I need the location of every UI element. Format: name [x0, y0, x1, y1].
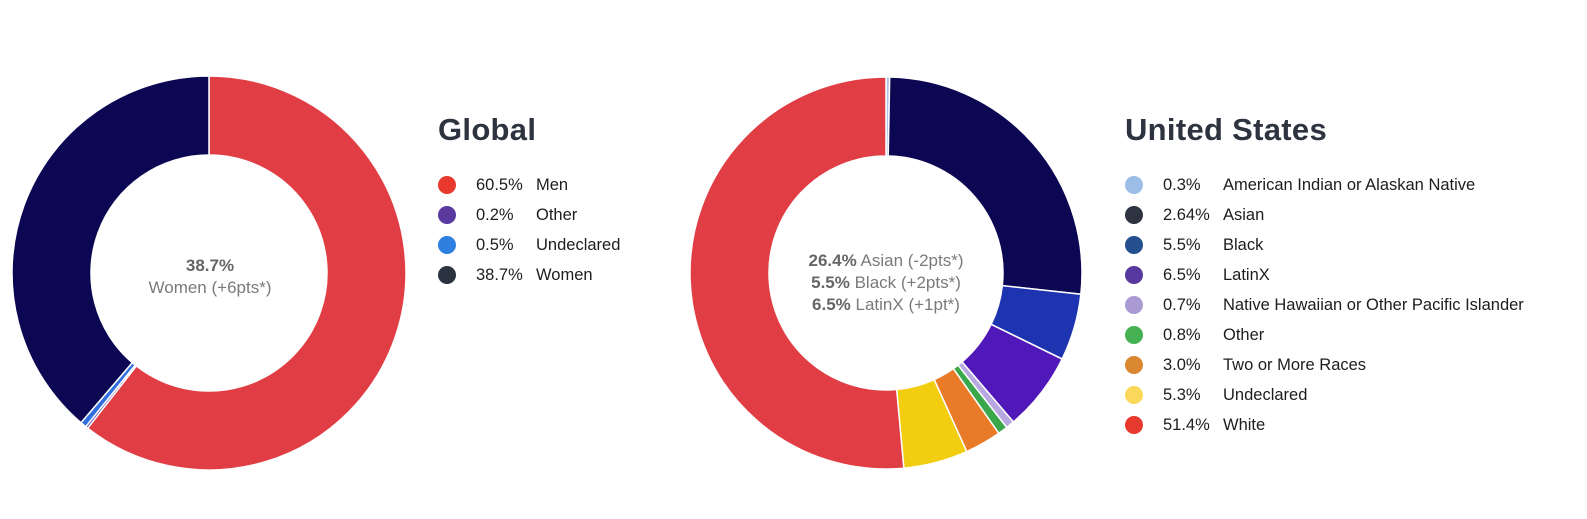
- legend-item: 38.7% Women: [438, 266, 698, 296]
- legend-label: Undeclared: [1223, 386, 1308, 404]
- legend-swatch: [438, 206, 456, 224]
- donut-slice-white: [689, 76, 905, 470]
- legend-item: 5.5% Black: [1125, 236, 1575, 266]
- legend-label: Black: [1223, 236, 1264, 254]
- legend-label: Asian: [1223, 206, 1265, 224]
- legend-swatch: [1125, 206, 1143, 224]
- donut-slice-women: [11, 75, 210, 424]
- us-legend-panel: United States 0.3% American Indian or Ala…: [1125, 112, 1575, 446]
- legend-swatch: [1125, 176, 1143, 194]
- legend-label: Other: [536, 206, 578, 224]
- legend-swatch: [1125, 356, 1143, 374]
- legend-percent: 0.7%: [1163, 296, 1201, 314]
- legend-item: 3.0% Two or More Races: [1125, 356, 1575, 386]
- legend-percent: 0.3%: [1163, 176, 1201, 194]
- legend-item: 6.5% LatinX: [1125, 266, 1575, 296]
- donut-slice-asian: [887, 76, 1083, 296]
- legend-item: 60.5% Men: [438, 176, 698, 206]
- legend-percent: 51.4%: [1163, 416, 1210, 434]
- us-center-line-asian: 26.4% Asian (-2pts*): [766, 250, 1006, 272]
- legend-percent: 3.0%: [1163, 356, 1201, 374]
- legend-item: 0.7% Native Hawaiian or Other Pacific Isl…: [1125, 296, 1575, 326]
- us-center-line-latinx: 6.5% LatinX (+1pt*): [766, 294, 1006, 316]
- legend-percent: 5.3%: [1163, 386, 1201, 404]
- legend-label: Men: [536, 176, 569, 194]
- legend-item: 0.5% Undeclared: [438, 236, 698, 266]
- legend-percent: 0.5%: [476, 236, 514, 254]
- legend-label: LatinX: [1223, 266, 1270, 284]
- legend-item: 0.8% Other: [1125, 326, 1575, 356]
- us-center-value: 6.5%: [812, 295, 851, 314]
- legend-swatch: [438, 176, 456, 194]
- global-title: Global: [438, 112, 537, 147]
- us-center-text: LatinX (+1pt*): [855, 295, 960, 314]
- legend-item: 5.3% Undeclared: [1125, 386, 1575, 416]
- legend-label: Two or More Races: [1223, 356, 1367, 374]
- donut-slice-men: [86, 75, 407, 471]
- legend-item: 2.64% Asian: [1125, 206, 1575, 236]
- legend-label: White: [1223, 416, 1266, 434]
- legend-item: 0.3% American Indian or Alaskan Native: [1125, 176, 1575, 206]
- global-legend-panel: Global 60.5% Men 0.2% Other 0.5% Undeclared 38…: [438, 112, 698, 296]
- us-center-text: Black (+2pts*): [854, 273, 961, 292]
- legend-percent: 0.8%: [1163, 326, 1201, 344]
- global-center-label: 38.7% Women (+6pts*): [100, 255, 320, 299]
- us-center-line-black: 5.5% Black (+2pts*): [766, 272, 1006, 294]
- legend-swatch: [1125, 386, 1143, 404]
- legend-label: American Indian or Alaskan Native: [1223, 176, 1476, 194]
- legend-percent: 0.2%: [476, 206, 514, 224]
- legend-item: 51.4% White: [1125, 416, 1575, 446]
- legend-swatch: [1125, 236, 1143, 254]
- global-center-text: Women (+6pts*): [148, 278, 272, 297]
- us-center-value: 5.5%: [811, 273, 850, 292]
- legend-swatch: [1125, 416, 1143, 434]
- us-center-label: 26.4% Asian (-2pts*) 5.5% Black (+2pts*)…: [766, 250, 1006, 316]
- global-center-value: 38.7%: [185, 256, 235, 275]
- us-center-value: 26.4%: [808, 251, 857, 270]
- us-donut: [689, 76, 1083, 470]
- legend-percent: 5.5%: [1163, 236, 1201, 254]
- legend-percent: 60.5%: [476, 176, 523, 194]
- legend-label: Women: [536, 266, 593, 284]
- legend-swatch: [438, 236, 456, 254]
- global-legend: 60.5% Men 0.2% Other 0.5% Undeclared 38.7% Wome…: [438, 176, 698, 296]
- legend-label: Other: [1223, 326, 1265, 344]
- legend-swatch: [438, 266, 456, 284]
- us-title: United States: [1125, 112, 1327, 147]
- legend-percent: 6.5%: [1163, 266, 1201, 284]
- us-center-text: Asian (-2pts*): [860, 251, 964, 270]
- global-donut: [11, 75, 407, 471]
- legend-swatch: [1125, 296, 1143, 314]
- legend-label: Native Hawaiian or Other Pacific Islande…: [1223, 296, 1524, 314]
- legend-swatch: [1125, 326, 1143, 344]
- legend-percent: 2.64%: [1163, 206, 1210, 224]
- legend-item: 0.2% Other: [438, 206, 698, 236]
- us-legend: 0.3% American Indian or Alaskan Native 2.6…: [1125, 176, 1575, 446]
- legend-label: Undeclared: [536, 236, 621, 254]
- legend-swatch: [1125, 266, 1143, 284]
- legend-percent: 38.7%: [476, 266, 523, 284]
